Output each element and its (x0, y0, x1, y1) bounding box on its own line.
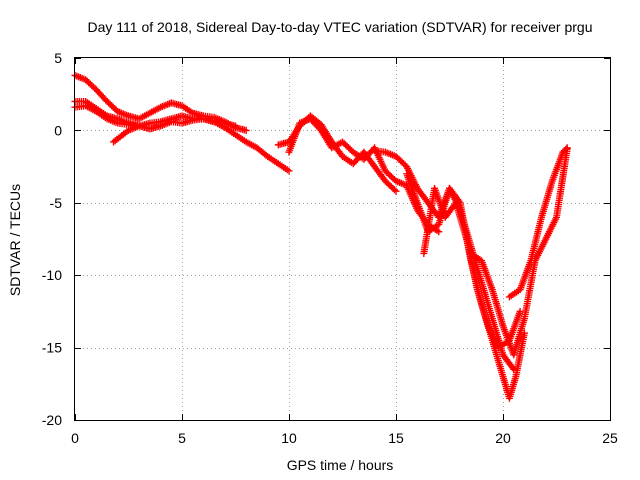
x-tick-label: 0 (71, 430, 79, 446)
x-tick-label: 5 (178, 430, 186, 446)
data-point-arc-2 (242, 126, 250, 134)
data-point-arc-5 (392, 187, 400, 195)
y-tick-label: 5 (54, 50, 62, 66)
data-point-arc-9 (516, 307, 524, 315)
data-point-arc-8 (455, 197, 463, 205)
chart-title: Day 111 of 2018, Sidereal Day-to-day VTE… (88, 19, 593, 35)
y-tick-label: -15 (42, 340, 62, 356)
data-point-arc-1 (285, 167, 293, 175)
x-axis-label: GPS time / hours (287, 457, 394, 473)
data-point-arc-11 (563, 144, 571, 152)
x-tick-label: 25 (602, 430, 618, 446)
data-marks (71, 71, 571, 402)
y-tick-label: -20 (42, 412, 62, 428)
y-tick-label: 0 (54, 122, 62, 138)
data-point-arc-6 (435, 228, 443, 236)
data-point-arc-5 (390, 186, 398, 194)
data-point-arc-11 (562, 145, 570, 153)
plot-area-border (74, 57, 611, 421)
y-axis-label: SDTVAR / TECUs (7, 184, 23, 296)
y-tick-label: -5 (50, 195, 63, 211)
data-point-arc-4 (232, 122, 239, 130)
y-tick-label: -10 (42, 267, 62, 283)
x-tick-label: 20 (495, 430, 511, 446)
x-tick-label: 10 (281, 430, 297, 446)
axis-ticks: 0 5 10 15 20 25 5 0 -5 -10 -15 -20 (42, 50, 618, 446)
x-tick-label: 15 (388, 430, 404, 446)
